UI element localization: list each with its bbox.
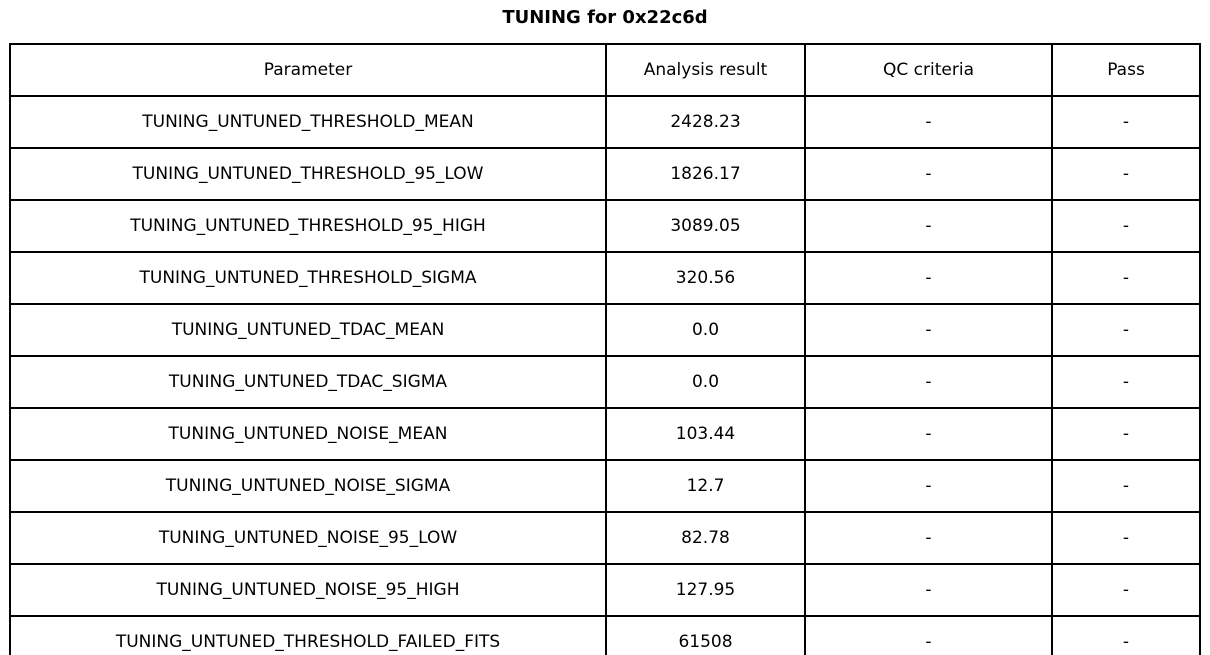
qc-results-table: Parameter Analysis result QC criteria Pa… xyxy=(9,43,1201,655)
table-row: TUNING_UNTUNED_NOISE_95_LOW 82.78 - - xyxy=(9,511,1201,565)
figure-title: TUNING for 0x22c6d xyxy=(502,7,708,28)
table-row: TUNING_UNTUNED_THRESHOLD_MEAN 2428.23 - … xyxy=(9,95,1201,149)
analysis-result-cell: 1826.17 xyxy=(605,147,806,201)
table-row: TUNING_UNTUNED_NOISE_SIGMA 12.7 - - xyxy=(9,459,1201,513)
pass-cell: - xyxy=(1051,615,1201,655)
pass-cell: - xyxy=(1051,459,1201,513)
qc-criteria-cell: - xyxy=(804,407,1053,461)
analysis-result-cell: 2428.23 xyxy=(605,95,806,149)
table-header-row: Parameter Analysis result QC criteria Pa… xyxy=(9,43,1201,97)
qc-criteria-cell: - xyxy=(804,199,1053,253)
parameter-cell: TUNING_UNTUNED_TDAC_MEAN xyxy=(9,303,607,357)
col-header-pass: Pass xyxy=(1051,43,1201,97)
table-row: TUNING_UNTUNED_TDAC_MEAN 0.0 - - xyxy=(9,303,1201,357)
qc-criteria-cell: - xyxy=(804,355,1053,409)
pass-cell: - xyxy=(1051,147,1201,201)
parameter-cell: TUNING_UNTUNED_THRESHOLD_95_LOW xyxy=(9,147,607,201)
qc-criteria-cell: - xyxy=(804,511,1053,565)
qc-criteria-cell: - xyxy=(804,615,1053,655)
pass-cell: - xyxy=(1051,95,1201,149)
parameter-cell: TUNING_UNTUNED_THRESHOLD_MEAN xyxy=(9,95,607,149)
table-row: TUNING_UNTUNED_THRESHOLD_95_HIGH 3089.05… xyxy=(9,199,1201,253)
analysis-result-cell: 127.95 xyxy=(605,563,806,617)
parameter-cell: TUNING_UNTUNED_NOISE_95_LOW xyxy=(9,511,607,565)
qc-criteria-cell: - xyxy=(804,147,1053,201)
col-header-parameter: Parameter xyxy=(9,43,607,97)
parameter-cell: TUNING_UNTUNED_NOISE_95_HIGH xyxy=(9,563,607,617)
analysis-result-cell: 3089.05 xyxy=(605,199,806,253)
analysis-result-cell: 103.44 xyxy=(605,407,806,461)
table-row: TUNING_UNTUNED_NOISE_95_HIGH 127.95 - - xyxy=(9,563,1201,617)
pass-cell: - xyxy=(1051,251,1201,305)
pass-cell: - xyxy=(1051,303,1201,357)
parameter-cell: TUNING_UNTUNED_NOISE_MEAN xyxy=(9,407,607,461)
parameter-cell: TUNING_UNTUNED_THRESHOLD_SIGMA xyxy=(9,251,607,305)
analysis-result-cell: 61508 xyxy=(605,615,806,655)
qc-criteria-cell: - xyxy=(804,95,1053,149)
analysis-result-cell: 12.7 xyxy=(605,459,806,513)
table-row: TUNING_UNTUNED_NOISE_MEAN 103.44 - - xyxy=(9,407,1201,461)
table-row: TUNING_UNTUNED_THRESHOLD_FAILED_FITS 615… xyxy=(9,615,1201,655)
pass-cell: - xyxy=(1051,511,1201,565)
col-header-qc-criteria: QC criteria xyxy=(804,43,1053,97)
qc-criteria-cell: - xyxy=(804,459,1053,513)
qc-criteria-cell: - xyxy=(804,563,1053,617)
pass-cell: - xyxy=(1051,563,1201,617)
parameter-cell: TUNING_UNTUNED_TDAC_SIGMA xyxy=(9,355,607,409)
analysis-result-cell: 0.0 xyxy=(605,355,806,409)
table-row: TUNING_UNTUNED_THRESHOLD_SIGMA 320.56 - … xyxy=(9,251,1201,305)
analysis-result-cell: 0.0 xyxy=(605,303,806,357)
qc-criteria-cell: - xyxy=(804,251,1053,305)
pass-cell: - xyxy=(1051,199,1201,253)
pass-cell: - xyxy=(1051,407,1201,461)
parameter-cell: TUNING_UNTUNED_NOISE_SIGMA xyxy=(9,459,607,513)
parameter-cell: TUNING_UNTUNED_THRESHOLD_95_HIGH xyxy=(9,199,607,253)
parameter-cell: TUNING_UNTUNED_THRESHOLD_FAILED_FITS xyxy=(9,615,607,655)
analysis-result-cell: 82.78 xyxy=(605,511,806,565)
table-row: TUNING_UNTUNED_THRESHOLD_95_LOW 1826.17 … xyxy=(9,147,1201,201)
analysis-result-cell: 320.56 xyxy=(605,251,806,305)
col-header-analysis-result: Analysis result xyxy=(605,43,806,97)
qc-criteria-cell: - xyxy=(804,303,1053,357)
pass-cell: - xyxy=(1051,355,1201,409)
table-row: TUNING_UNTUNED_TDAC_SIGMA 0.0 - - xyxy=(9,355,1201,409)
